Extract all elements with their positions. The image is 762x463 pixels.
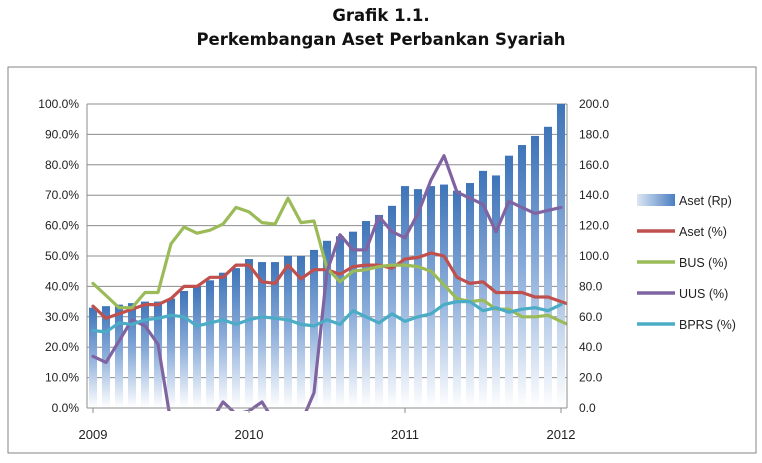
y-right-tick-label: 180.0 (579, 127, 609, 141)
bar-series (88, 104, 566, 409)
bar-aset-rp (556, 104, 566, 408)
bar-aset-rp (426, 186, 436, 408)
y-right-tick-label: 160.0 (579, 158, 609, 172)
x-tick-label: 2011 (391, 427, 419, 442)
bar-aset-rp (270, 262, 280, 408)
bar-aset-rp (231, 268, 241, 408)
legend-label: Aset (Rp) (679, 194, 732, 208)
bar-aset-rp (361, 221, 371, 408)
line-series (91, 154, 567, 411)
bar-aset-rp (244, 259, 254, 408)
bar-aset-rp (192, 286, 202, 408)
y-left-tick-label: 60.0% (45, 219, 79, 233)
y-right-tick-label: 120.0 (579, 219, 609, 233)
y-left-tick-label: 80.0% (45, 158, 79, 172)
bar-aset-rp (153, 301, 163, 408)
chart-title-line1: Grafik 1.1. (332, 6, 430, 25)
bar-aset-rp (127, 303, 137, 408)
bar-aset-rp (101, 306, 111, 408)
legend-label: UUS (%) (679, 287, 728, 301)
line-uus (91, 154, 563, 411)
bar-aset-rp (166, 298, 176, 408)
chart-title-line2: Perkembangan Aset Perbankan Syariah (196, 30, 566, 49)
bar-aset-rp (530, 135, 540, 409)
y-left-tick-label: 20.0% (45, 340, 79, 354)
y-left-tick-label: 90.0% (45, 127, 79, 141)
y-left-tick-label: 40.0% (45, 279, 79, 293)
y-left-tick-label: 70.0% (45, 188, 79, 202)
bar-aset-rp (478, 170, 488, 408)
y-right-tick-label: 200.0 (579, 97, 609, 111)
y-right-tick-label: 20.0 (579, 371, 603, 385)
y-right-tick-label: 140.0 (579, 188, 609, 202)
legend-label: BPRS (%) (679, 318, 736, 332)
legend: Aset (Rp) Aset (%) BUS (%) UUS (%) BPRS (%) (637, 194, 736, 332)
bar-aset-rp (413, 189, 423, 408)
chart-title: Grafik 1.1. Perkembangan Aset Perbankan … (0, 4, 762, 52)
legend-swatch-aset-rp (637, 194, 675, 206)
bar-aset-rp (257, 262, 267, 408)
line-aset (91, 251, 567, 320)
bar-aset-rp (114, 304, 124, 408)
bar-aset-rp (283, 256, 293, 408)
y-left-tick-label: 0.0% (52, 401, 80, 415)
y-right-tick-label: 0.0 (579, 401, 596, 415)
y-right-tick-label: 60.0 (579, 310, 603, 324)
legend-label: BUS (%) (679, 256, 728, 270)
bar-aset-rp (296, 256, 306, 408)
bar-aset-rp (309, 249, 319, 408)
bar-aset-rp (400, 186, 410, 408)
bar-aset-rp (465, 183, 475, 408)
bar-aset-rp (218, 272, 228, 408)
y-right-tick-label: 80.0 (579, 279, 603, 293)
x-tick-label: 2009 (79, 427, 108, 442)
y-right-tick-label: 100.0 (579, 249, 609, 263)
bar-aset-rp (205, 280, 215, 408)
y-left-tick-label: 100.0% (38, 97, 79, 111)
y-left-tick-label: 30.0% (45, 310, 79, 324)
bar-aset-rp (374, 214, 384, 408)
bar-aset-rp (543, 126, 553, 409)
axes: 0.0% 0.0 10.0% 20.0 20.0% 40.0 30.0% 60.0 40.0% 8… (38, 97, 609, 442)
bar-aset-rp (439, 184, 449, 408)
y-left-tick-label: 50.0% (45, 249, 79, 263)
x-tick-label: 2012 (547, 427, 576, 442)
y-left-tick-label: 10.0% (45, 371, 79, 385)
bar-aset-rp (504, 155, 514, 408)
bar-aset-rp (348, 231, 358, 408)
bar-aset-rp (517, 145, 527, 409)
line-bprs (91, 300, 563, 334)
y-right-tick-label: 40.0 (579, 340, 603, 354)
bar-aset-rp (140, 301, 150, 408)
legend-label: Aset (%) (679, 225, 727, 239)
bar-aset-rp (179, 290, 189, 408)
bar-aset-rp (387, 205, 397, 408)
bar-aset-rp (322, 240, 332, 408)
x-tick-label: 2010 (235, 427, 264, 442)
